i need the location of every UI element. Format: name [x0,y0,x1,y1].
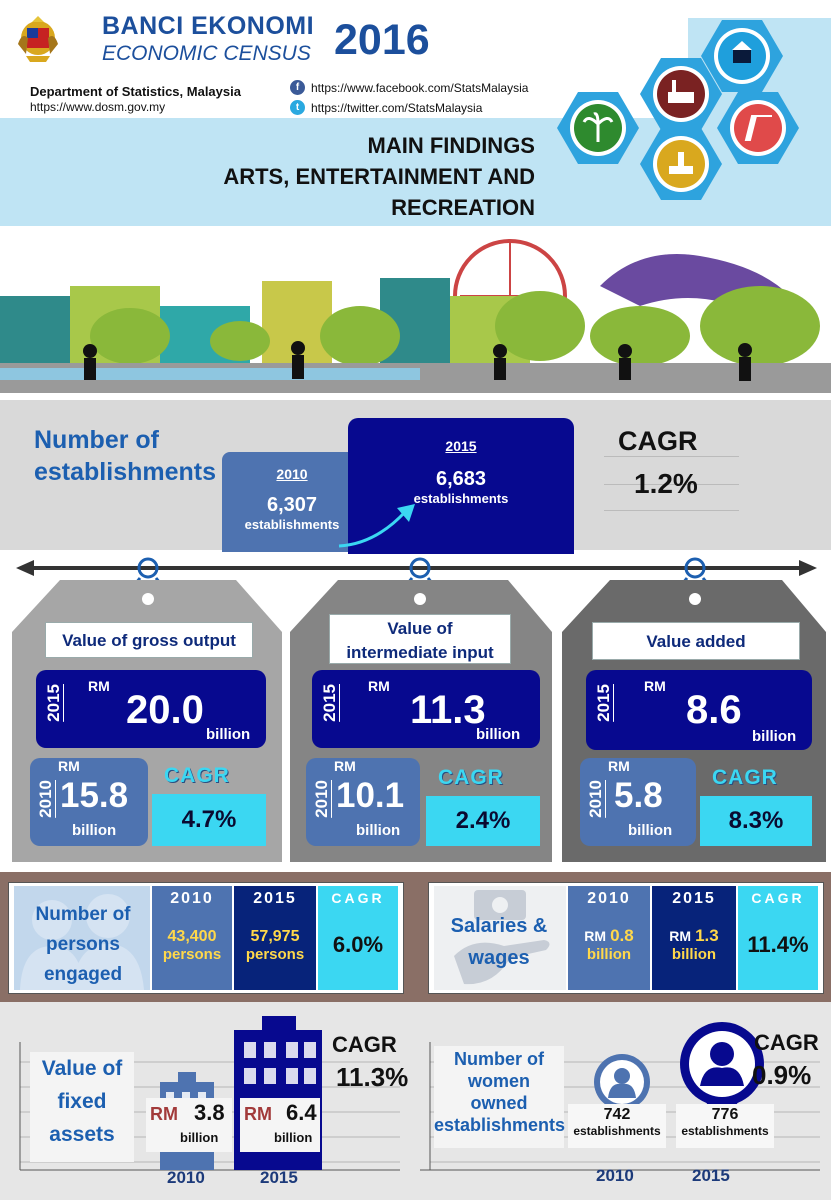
cagr-divider-bottom [604,510,739,511]
intermediate-input-2015-box: 2015 RM 11.3 billion [312,670,540,748]
gross-output-cagr-value: 4.7% [152,794,266,846]
value-added-cagr-label: CAGR [712,766,778,789]
establishments-cagr-label: CAGR [618,426,698,456]
persons-2010-box: 2010 43,400 persons [152,886,232,990]
gross-output-2010-box: 2010 RM 15.8 billion [30,758,148,846]
intermediate-input-title: Value of intermediate input [329,614,511,664]
gross-output-title: Value of gross output [45,622,253,658]
persons-cagr-box: CAGR 6.0% [318,886,398,990]
salaries-title: Salaries & wages [450,915,548,969]
salaries-2015-box: 2015 RM 1.3 billion [652,886,736,990]
persons-title: Number of persons engaged [35,904,131,985]
fixed-assets-year-2010: 2010 [167,1168,205,1187]
cagr-divider-top [604,456,739,457]
fixed-assets-2015-label: RM 6.4 billion [240,1098,320,1152]
value-added-cagr-value: 8.3% [700,796,812,846]
malaysia-crest-icon [18,16,58,62]
census-year: 2016 [334,16,430,64]
establishments-title: Number of establishments [34,426,217,486]
gross-output-cagr-label: CAGR [164,764,230,787]
persons-icon [14,886,150,990]
sector-hexagons [557,18,831,200]
intermediate-input-cagr-value: 2.4% [426,796,540,846]
census-title-en: ECONOMIC CENSUS [102,42,311,65]
growth-arrow-icon [338,504,415,548]
twitter-icon: t [290,100,305,115]
website-link[interactable]: https://www.dosm.gov.my [30,100,166,114]
women-title: Number of women owned establishments [434,1046,565,1148]
women-cagr-value: 0.9% [752,1060,812,1090]
census-title-bm: BANCI EKONOMI [102,12,315,40]
fixed-assets-cagr-label: CAGR [332,1032,397,1057]
women-cagr-label: CAGR [754,1030,819,1055]
women-2015-label: 776 establishments [676,1104,774,1148]
establishments-2015-box: 2015 6,683 establishments [348,418,574,554]
facebook-link[interactable]: f https://www.facebook.com/StatsMalaysia [290,80,528,95]
cagr-divider-mid [604,484,739,485]
fixed-assets-year-2015: 2015 [260,1168,298,1187]
salaries-cagr-box: CAGR 11.4% [738,886,818,990]
main-findings-title: MAIN FINDINGS ARTS, ENTERTAINMENT AND RE… [223,133,535,220]
establishments-cagr-value: 1.2% [634,468,698,499]
salaries-2010-box: 2010 RM 0.8 billion [568,886,650,990]
value-added-2015-box: 2015 RM 8.6 billion [586,670,812,750]
gross-output-2015-box: 2015 RM 20.0 billion [36,670,266,748]
fixed-assets-cagr-value: 11.3% [336,1062,409,1092]
intermediate-input-cagr-label: CAGR [438,766,504,789]
persons-2015-box: 2015 57,975 persons [234,886,316,990]
value-added-title: Value added [592,622,800,660]
intermediate-input-2010-box: 2010 RM 10.1 billion [306,758,420,846]
value-added-2010-box: 2010 RM 5.8 billion [580,758,696,846]
women-year-2015: 2015 [692,1166,730,1185]
fixed-assets-2010-label: RM 3.8 billion [146,1098,232,1152]
money-hand-icon [434,886,566,990]
women-year-2010: 2010 [596,1166,634,1185]
establishments-2010-box: 2010 6,307 establishments [222,452,362,552]
department-name: Department of Statistics, Malaysia [30,84,241,99]
facebook-icon: f [290,80,305,95]
recreation-scenery [0,226,831,400]
women-2010-label: 742 establishments [568,1104,666,1148]
twitter-link[interactable]: t https://twitter.com/StatsMalaysia [290,100,482,115]
fixed-assets-title: Value of fixed assets [30,1052,134,1162]
